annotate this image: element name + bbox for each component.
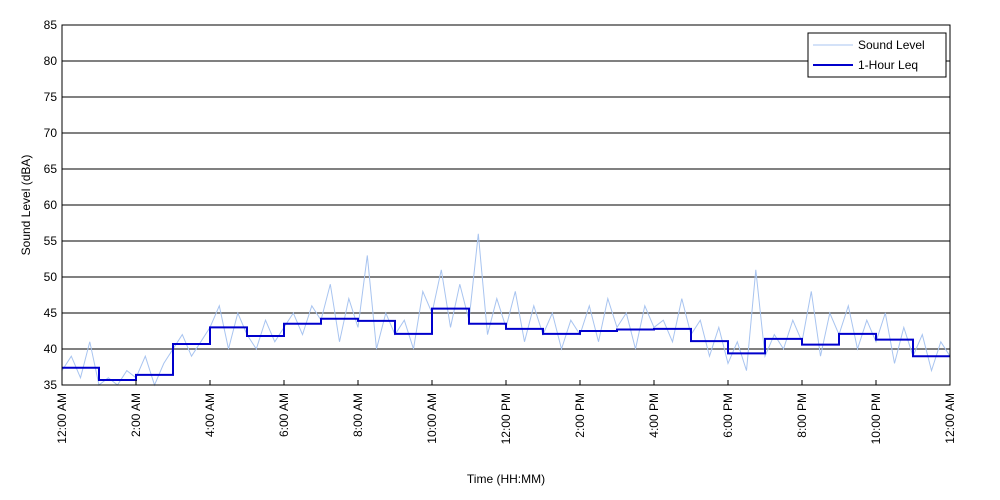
series-1-hour-leq [62, 307, 950, 381]
x-tick-label-4: 8:00 AM [351, 393, 365, 437]
legend-label-sound-level: Sound Level [858, 38, 925, 52]
x-tick-label-0: 12:00 AM [55, 393, 69, 444]
x-tick-label-6: 12:00 PM [499, 393, 513, 444]
x-tick-label-3: 6:00 AM [277, 393, 291, 437]
x-tick-label-1: 2:00 AM [129, 393, 143, 437]
y-axis-ticks: 35 40 45 50 55 60 65 70 75 80 85 [44, 18, 67, 392]
y-tick-label-75: 75 [44, 90, 58, 104]
x-tick-label-10: 8:00 PM [795, 393, 809, 438]
y-tick-label-85: 85 [44, 18, 58, 32]
x-tick-label-8: 4:00 PM [647, 393, 661, 438]
y-tick-label-45: 45 [44, 306, 58, 320]
y-tick-label-35: 35 [44, 378, 58, 392]
legend: Sound Level 1-Hour Leq [807, 32, 947, 78]
x-axis-ticks: 12:00 AM 2:00 AM 4:00 AM 6:00 AM 8:00 AM 10:0… [55, 380, 957, 444]
y-tick-label-55: 55 [44, 234, 58, 248]
y-tick-label-70: 70 [44, 126, 58, 140]
x-tick-label-12: 12:00 AM [943, 393, 957, 444]
x-tick-label-2: 4:00 AM [203, 393, 217, 437]
x-tick-label-11: 10:00 PM [869, 393, 883, 444]
x-tick-label-7: 2:00 PM [573, 393, 587, 438]
y-axis-title: Sound Level (dBA) [19, 155, 33, 256]
y-tick-label-60: 60 [44, 198, 58, 212]
series-sound-level [61, 233, 951, 387]
y-tick-label-80: 80 [44, 54, 58, 68]
x-axis-title: Time (HH:MM) [467, 472, 545, 486]
grid-lines [62, 60, 950, 350]
y-tick-label-65: 65 [44, 162, 58, 176]
y-tick-label-40: 40 [44, 342, 58, 356]
legend-label-1-hour-leq: 1-Hour Leq [858, 58, 918, 72]
y-tick-label-50: 50 [44, 270, 58, 284]
series-layer [61, 233, 951, 387]
x-tick-label-5: 10:00 AM [425, 393, 439, 444]
x-tick-label-9: 6:00 PM [721, 393, 735, 438]
legend-box [807, 32, 947, 78]
